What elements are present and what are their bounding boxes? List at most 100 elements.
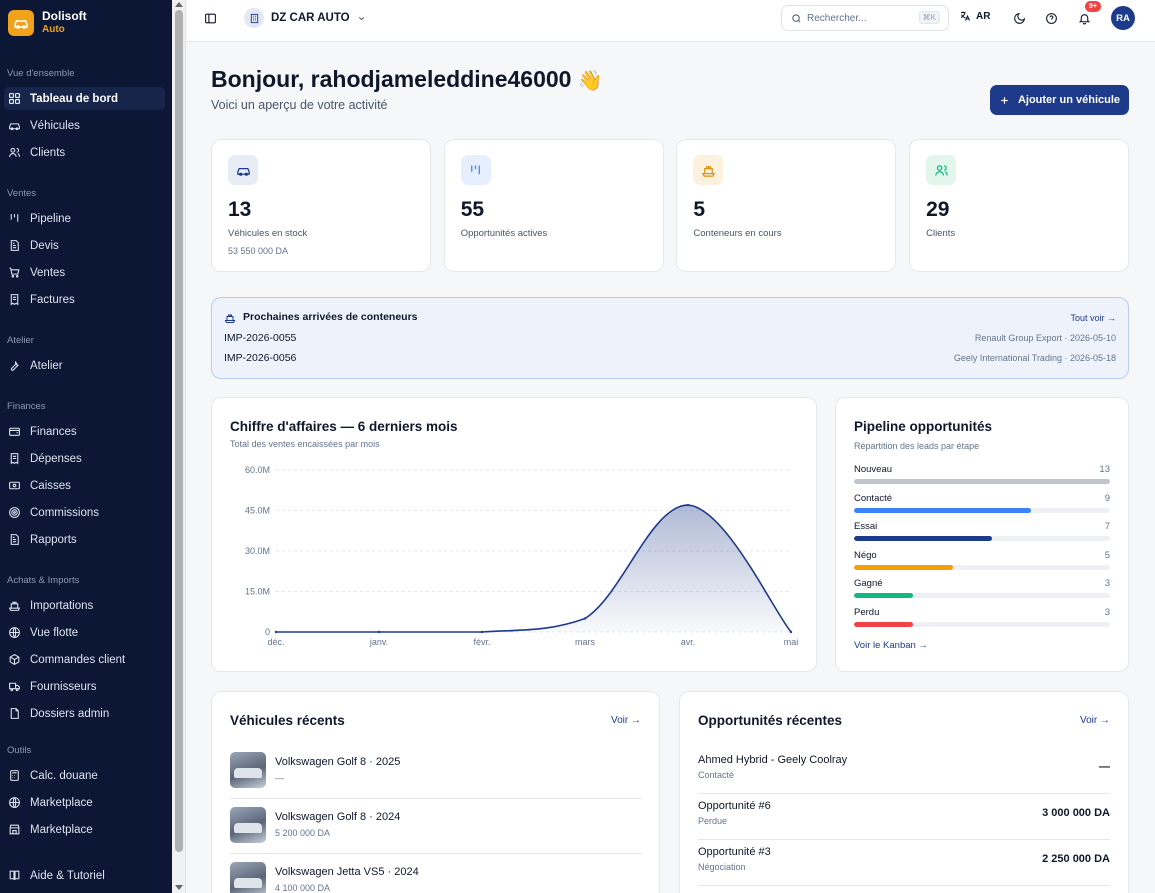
pipeline-stage-label: Négo: [854, 549, 877, 561]
recent-vehicles-link[interactable]: Voir →: [610, 715, 641, 726]
sidebar-scrollbar[interactable]: [172, 0, 186, 893]
pipeline-stage-bar: [854, 622, 1110, 627]
arrivals-title: Prochaines arrivées de conteneurs: [243, 311, 418, 323]
sidebar-item-clients[interactable]: Clients: [4, 141, 165, 164]
recent-vehicles-card: Véhicules récents Voir → Volkswagen Golf…: [211, 691, 660, 893]
sidebar-item-label: Pipeline: [30, 212, 71, 225]
pipeline-stage-count: 13: [1099, 464, 1110, 475]
vehicle-thumbnail: [230, 807, 266, 843]
sidebar-item-label: Véhicules: [30, 119, 80, 132]
opportunity-row[interactable]: Ahmed Hybrid - Geely Coolray Contacté —: [698, 748, 1110, 794]
pipeline-stage-fill: [854, 536, 992, 542]
kanban-link[interactable]: Voir le Kanban →: [854, 640, 928, 651]
sidebar-item-rapports[interactable]: Rapports: [4, 528, 165, 551]
sidebar-item-ventes[interactable]: Ventes: [4, 261, 165, 284]
arrival-ref[interactable]: IMP-2026-0055: [224, 332, 297, 344]
stat-icon-wrap: [926, 155, 957, 185]
sidebar-item-depenses[interactable]: Dépenses: [4, 447, 165, 470]
sidebar-item-finances[interactable]: Finances: [4, 420, 165, 443]
brand-sub: Auto: [42, 24, 65, 35]
pipeline-stage-label: Gagné: [854, 578, 883, 590]
arrival-ref[interactable]: IMP-2026-0056: [224, 352, 297, 364]
vehicle-row[interactable]: Volkswagen Golf 8 · 2025 —: [230, 744, 642, 799]
revenue-point[interactable]: [583, 617, 587, 620]
stat-icon-wrap: [228, 155, 258, 185]
sidebar-item-aide-tutoriel[interactable]: Aide & Tutoriel: [4, 864, 165, 887]
search-shortcut: ⌘K: [918, 11, 940, 24]
stat-icon-wrap: [693, 155, 724, 185]
avatar[interactable]: RA: [1111, 6, 1135, 30]
globe-icon: [9, 627, 20, 638]
theme-toggle-button[interactable]: [1012, 11, 1026, 25]
pipeline-stage-label: Nouveau: [854, 464, 893, 475]
sidebar-item-pipeline[interactable]: Pipeline: [4, 207, 165, 230]
y-tick-label: 30.0M: [245, 546, 270, 556]
pipeline-stage-bar: [854, 536, 1110, 542]
brand[interactable]: Dolisoft Auto: [8, 8, 87, 38]
sidebar-item-factures[interactable]: Factures: [4, 288, 165, 311]
sidebar-item-marketplace[interactable]: Marketplace: [4, 818, 165, 841]
vehicle-row[interactable]: Volkswagen Jetta VS5 · 2024 4 100 000 DA: [230, 854, 642, 893]
opportunity-stage: Contacté: [698, 770, 735, 780]
revenue-point[interactable]: [686, 503, 690, 507]
pipeline-stage-count: 3: [1104, 578, 1110, 590]
revenue-chart-title: Chiffre d'affaires — 6 derniers mois: [230, 419, 458, 434]
opportunity-name: Ahmed Hybrid - Geely Coolray: [698, 754, 848, 766]
vehicle-name: Volkswagen Golf 8 · 2025: [275, 756, 401, 768]
language-switch-button[interactable]: AR: [959, 10, 990, 22]
sidebar-item-devis[interactable]: Devis: [4, 234, 165, 257]
notifications-button[interactable]: [1077, 11, 1091, 25]
sidebar-item-dossiers-admin[interactable]: Dossiers admin: [4, 702, 165, 725]
sidebar-item-vue-flotte[interactable]: Vue flotte: [4, 621, 165, 644]
ship-icon: [701, 165, 716, 177]
scroll-up-arrow-icon[interactable]: [175, 2, 183, 7]
sidebar-item-importations[interactable]: Importations: [4, 594, 165, 617]
sidebar-item-tableau-de-bord[interactable]: Tableau de bord: [4, 87, 165, 110]
cash-icon: [9, 481, 20, 490]
add-vehicle-button[interactable]: Ajouter un véhicule: [990, 85, 1129, 115]
sidebar-item-calc-douane[interactable]: Calc. douane: [4, 764, 165, 787]
search-input[interactable]: Rechercher... ⌘K: [781, 5, 949, 31]
sidebar-item-atelier[interactable]: Atelier: [4, 354, 165, 377]
sidebar-item-commandes-client[interactable]: Commandes client: [4, 648, 165, 671]
sidebar-item-fournisseurs[interactable]: Fournisseurs: [4, 675, 165, 698]
opportunity-row[interactable]: Opportunité #6 Perdue 3 000 000 DA: [698, 794, 1110, 840]
sidebar-item-caisses[interactable]: Caisses: [4, 474, 165, 497]
file-text-icon: [10, 534, 19, 545]
car-icon: [236, 167, 250, 176]
topbar: DZ CAR AUTO Rechercher... ⌘K AR 9+ RA: [187, 0, 1155, 42]
stat-label: Clients: [926, 228, 956, 239]
revenue-point[interactable]: [274, 630, 278, 634]
opportunity-row[interactable]: Opportunité #3 Négociation 2 250 000 DA: [698, 840, 1110, 886]
y-tick-label: 15.0M: [245, 587, 270, 597]
sidebar-section-title: Outils: [7, 745, 32, 756]
pipeline-stage-bar: [854, 593, 1110, 599]
revenue-point[interactable]: [480, 630, 484, 634]
receipt-icon: [10, 294, 19, 306]
revenue-point[interactable]: [789, 630, 793, 634]
pipeline-stage-label: Contacté: [854, 492, 893, 504]
vehicle-thumbnail: [230, 752, 266, 788]
sidebar-item-label: Dépenses: [30, 452, 82, 465]
company-selector[interactable]: DZ CAR AUTO: [244, 7, 366, 29]
sidebar-toggle-button[interactable]: [203, 11, 217, 25]
arrivals-see-all-link[interactable]: Tout voir →: [1070, 313, 1116, 323]
scroll-thumb[interactable]: [175, 10, 183, 852]
revenue-point[interactable]: [377, 630, 381, 634]
stat-value: 55: [460, 198, 485, 221]
sidebar-item-vehicules[interactable]: Véhicules: [4, 114, 165, 137]
revenue-line: [276, 504, 792, 633]
users-icon: [934, 164, 948, 176]
stat-label: Véhicules en stock: [228, 228, 308, 239]
stat-value: 13: [228, 198, 252, 221]
scroll-down-arrow-icon[interactable]: [175, 885, 183, 890]
sidebar-item-commissions[interactable]: Commissions: [4, 501, 165, 524]
vehicle-row[interactable]: Volkswagen Golf 8 · 2024 5 200 000 DA: [230, 799, 642, 854]
pipeline-icon: [471, 165, 481, 174]
pipeline-card: Pipeline opportunités Répartition des le…: [835, 397, 1129, 672]
sidebar-section-title: Ventes: [7, 188, 37, 199]
recent-opportunities-link[interactable]: Voir →: [1079, 715, 1110, 726]
sidebar-item-label: Rapports: [30, 533, 77, 546]
help-button[interactable]: [1044, 11, 1058, 25]
sidebar-item-marketplace[interactable]: Marketplace: [4, 791, 165, 814]
